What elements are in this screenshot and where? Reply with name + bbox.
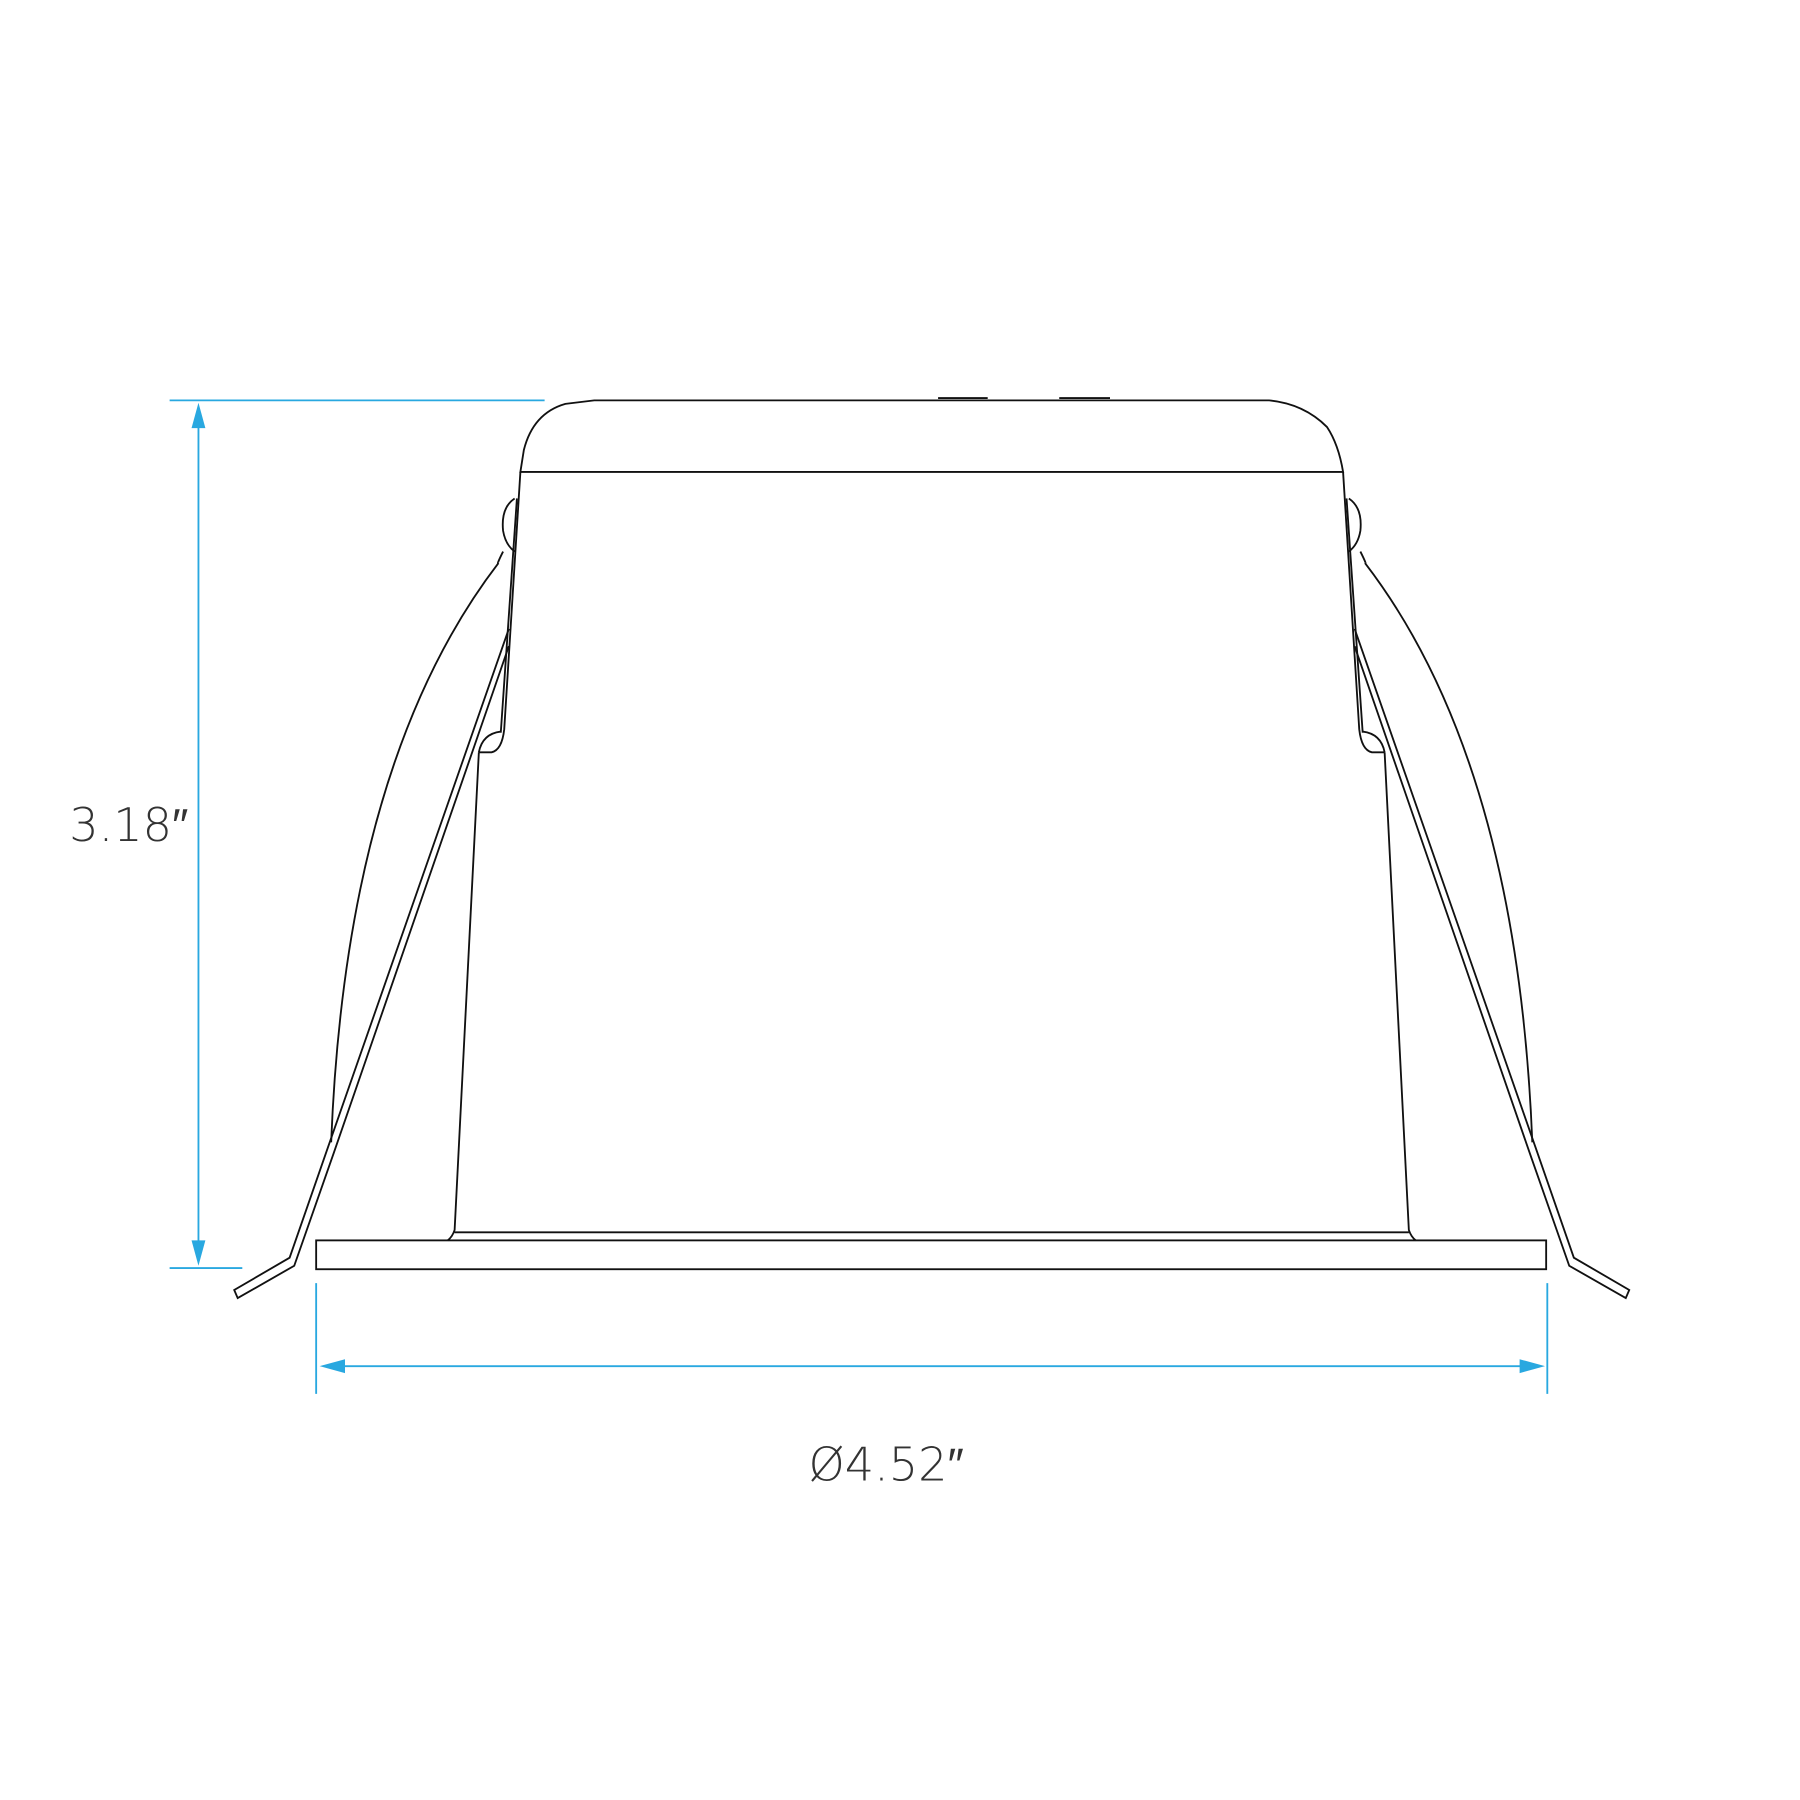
arrow-up-icon bbox=[191, 402, 206, 429]
spring-clip-left bbox=[233, 628, 510, 1300]
diameter-label: Ø4.52″ bbox=[808, 1437, 963, 1491]
pivot-left bbox=[501, 497, 516, 553]
spring-arc-right bbox=[1359, 551, 1534, 1143]
housing-upper-body-inner bbox=[499, 498, 1364, 733]
tab-right bbox=[1362, 730, 1386, 753]
pivot-right bbox=[1348, 497, 1362, 553]
arrow-left-icon bbox=[319, 1359, 345, 1374]
height-label: 3.18″ bbox=[69, 798, 188, 852]
arrow-right-icon bbox=[1519, 1359, 1545, 1374]
housing-lower-body bbox=[447, 752, 1417, 1242]
tab-left bbox=[477, 730, 501, 753]
housing-cap bbox=[519, 399, 1345, 473]
arrow-down-icon bbox=[191, 1240, 206, 1266]
trim-flange bbox=[315, 1239, 1548, 1271]
spring-arc-left bbox=[330, 551, 504, 1143]
spring-clip-right bbox=[1353, 628, 1631, 1300]
housing-upper-body bbox=[478, 471, 1385, 754]
